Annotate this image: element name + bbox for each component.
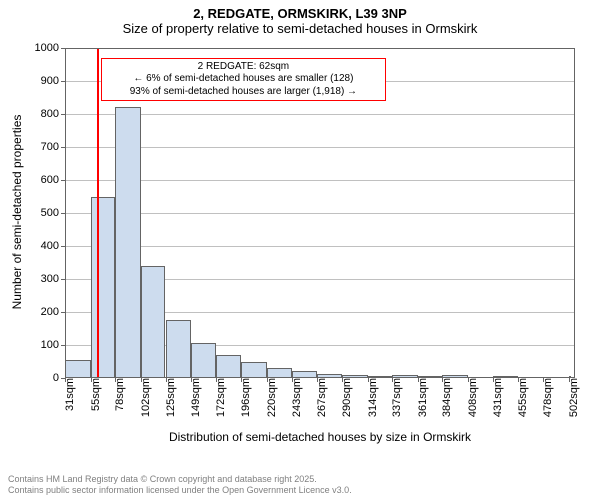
histogram-bar <box>115 107 141 378</box>
y-tick-label: 700 <box>41 141 65 153</box>
x-tick-label: 125sqm <box>163 378 177 417</box>
chart-title: 2, REDGATE, ORMSKIRK, L39 3NP Size of pr… <box>0 0 600 36</box>
gridline <box>65 147 575 148</box>
histogram-bar <box>191 343 216 378</box>
histogram-bar <box>292 371 318 378</box>
histogram-bar <box>216 355 242 378</box>
gridline <box>65 246 575 247</box>
x-tick-label: 78sqm <box>112 378 126 411</box>
x-axis-label: Distribution of semi-detached houses by … <box>65 430 575 444</box>
x-tick-label: 502sqm <box>566 378 580 417</box>
reference-line <box>97 48 99 378</box>
y-axis-label: Number of semi-detached properties <box>10 47 24 377</box>
footer-line-2: Contains public sector information licen… <box>8 485 352 496</box>
x-tick-label: 314sqm <box>365 378 379 417</box>
y-tick-label: 400 <box>41 240 65 252</box>
x-tick-label: 361sqm <box>415 378 429 417</box>
x-tick-label: 243sqm <box>289 378 303 417</box>
y-tick-label: 900 <box>41 75 65 87</box>
x-tick-label: 102sqm <box>138 378 152 417</box>
attribution-footer: Contains HM Land Registry data © Crown c… <box>8 474 352 496</box>
y-tick-label: 1000 <box>35 42 65 54</box>
x-tick-label: 408sqm <box>465 378 479 417</box>
annotation-line-2: ← 6% of semi-detached houses are smaller… <box>106 73 381 86</box>
histogram-chart: 2, REDGATE, ORMSKIRK, L39 3NP Size of pr… <box>0 0 600 500</box>
x-tick-label: 149sqm <box>188 378 202 417</box>
x-tick-label: 196sqm <box>238 378 252 417</box>
y-tick-label: 300 <box>41 273 65 285</box>
x-tick-label: 384sqm <box>439 378 453 417</box>
x-tick-label: 267sqm <box>314 378 328 417</box>
histogram-bar <box>65 360 91 378</box>
x-tick-label: 172sqm <box>213 378 227 417</box>
footer-line-1: Contains HM Land Registry data © Crown c… <box>8 474 352 485</box>
x-tick-label: 337sqm <box>389 378 403 417</box>
x-tick-label: 31sqm <box>62 378 76 411</box>
y-tick-label: 800 <box>41 108 65 120</box>
annotation-box: 2 REDGATE: 62sqm ← 6% of semi-detached h… <box>101 58 386 102</box>
gridline <box>65 114 575 115</box>
y-tick-label: 500 <box>41 207 65 219</box>
title-line-2: Size of property relative to semi-detach… <box>0 21 600 36</box>
histogram-bar <box>166 320 192 378</box>
histogram-bar <box>91 197 116 378</box>
annotation-line-1: 2 REDGATE: 62sqm <box>106 61 381 74</box>
x-tick-label: 220sqm <box>264 378 278 417</box>
x-tick-label: 431sqm <box>490 378 504 417</box>
title-line-1: 2, REDGATE, ORMSKIRK, L39 3NP <box>0 6 600 21</box>
y-tick-label: 600 <box>41 174 65 186</box>
y-tick-label: 200 <box>41 306 65 318</box>
gridline <box>65 180 575 181</box>
histogram-bar <box>141 266 166 378</box>
gridline <box>65 213 575 214</box>
annotation-line-3: 93% of semi-detached houses are larger (… <box>106 86 381 99</box>
histogram-bar <box>267 368 292 378</box>
y-tick-label: 100 <box>41 339 65 351</box>
x-tick-label: 455sqm <box>515 378 529 417</box>
plot-area: 2 REDGATE: 62sqm ← 6% of semi-detached h… <box>65 48 575 378</box>
x-tick-label: 55sqm <box>88 378 102 411</box>
x-tick-label: 290sqm <box>339 378 353 417</box>
x-tick-label: 478sqm <box>540 378 554 417</box>
histogram-bar <box>241 362 267 379</box>
